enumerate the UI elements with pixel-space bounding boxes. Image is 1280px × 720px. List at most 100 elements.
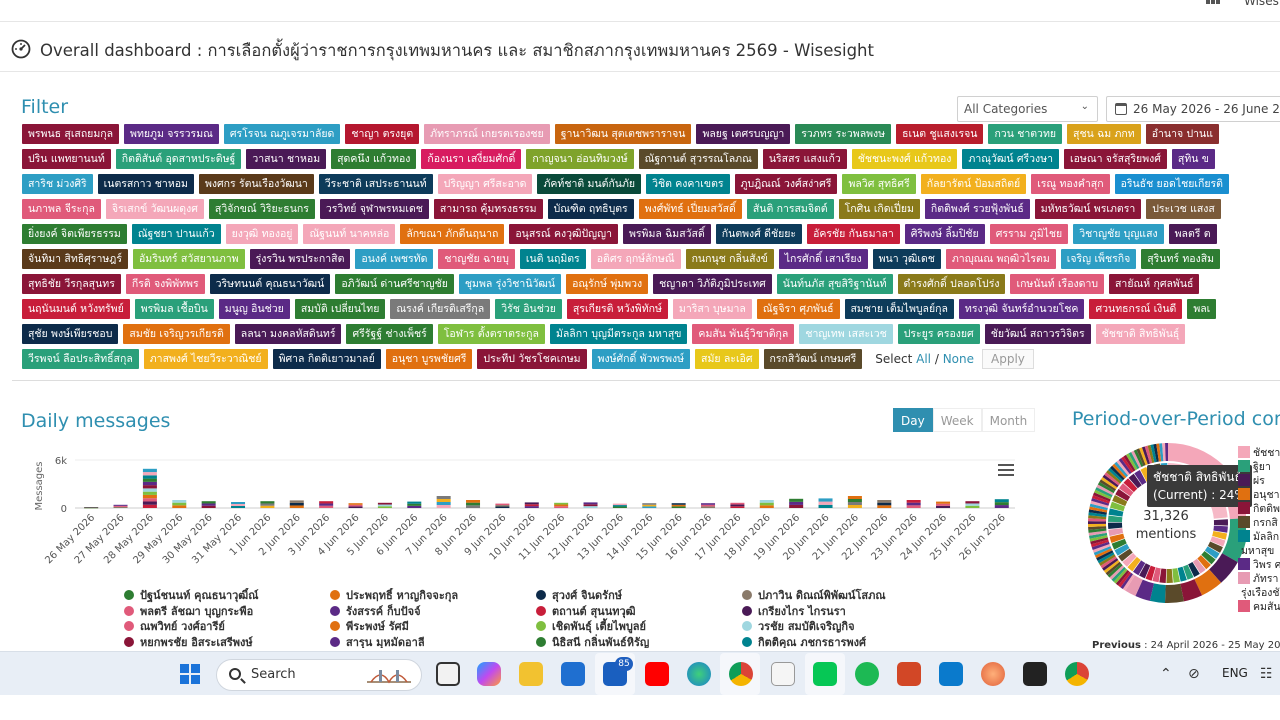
candidate-chip[interactable]: พรพิมล เชื้อบิน: [134, 299, 214, 319]
candidate-chip[interactable]: ปริญญา ศรีสะอาด: [437, 174, 533, 194]
donut-slice-previous[interactable]: [1128, 473, 1142, 489]
candidate-chip[interactable]: ทรงวุฒิ จันทร์อำนวยโชค: [958, 299, 1085, 319]
candidate-chip[interactable]: ฐานาวิฒน สุตเตชพราราจน: [554, 124, 692, 144]
donut-slice-previous[interactable]: [1210, 536, 1226, 547]
candidate-chip[interactable]: ชัชชาติ สิทธิพันธุ์: [1095, 324, 1186, 344]
donut-slice[interactable]: [1164, 583, 1184, 603]
candidate-chip[interactable]: อภิวัฒน์ ด่านศรีชาญชัย: [335, 274, 454, 294]
wifi-icon[interactable]: ☷: [1260, 666, 1273, 682]
donut-slice-previous[interactable]: [1118, 548, 1133, 562]
legend-item[interactable]: นิธิสนี กลิ่นพันธ์หิรัญ: [536, 635, 649, 648]
taskbar-search[interactable]: Search: [216, 659, 422, 691]
bar-stack[interactable]: [231, 502, 246, 508]
candidate-chip[interactable]: พนา วุฒิเดช: [872, 249, 941, 269]
candidate-chip[interactable]: สุวิจักขณ์ วิริยะธนกร: [208, 199, 315, 219]
candidate-chip[interactable]: กันตพงศ์ ดีชัยยะ: [715, 224, 803, 244]
donut-slice[interactable]: [1111, 566, 1126, 582]
donut-legend-item[interactable]: กรกสิ: [1238, 516, 1278, 530]
candidate-chip[interactable]: พทยภูม จรรวรมณ: [124, 124, 219, 144]
legend-item[interactable]: รังสรรค์ ก็บปัจจ์: [330, 604, 421, 620]
candidate-chip[interactable]: วริษทนนต์ คุณธนาวัฒน์: [209, 274, 331, 294]
candidate-chip[interactable]: จันทิมา สิทธิศุราษฎร์: [22, 249, 128, 269]
candidate-chip[interactable]: ณัฐจิรา ศุภพันธ์: [756, 299, 840, 319]
donut-slice-previous[interactable]: [1109, 533, 1125, 543]
donut-legend-item[interactable]: กิตติพ: [1238, 502, 1280, 516]
candidate-chip[interactable]: ชญาดา วิภัติภูมิประเทศ: [653, 274, 772, 294]
legend-item[interactable]: เชิดพันธุ์ เตี้ยไพบูลย์: [536, 619, 646, 635]
bar-stack[interactable]: [789, 498, 804, 508]
bar-stack[interactable]: [348, 503, 363, 508]
candidate-chip[interactable]: พงษ์ศักดิ์ พัวพรพงษ์: [591, 349, 691, 369]
donut-slice[interactable]: [1088, 518, 1107, 522]
candidate-chip[interactable]: พรพิมล ฉิมสวัสดิ์: [622, 224, 711, 244]
donut-slice[interactable]: [1222, 518, 1246, 563]
donut-slice[interactable]: [1099, 479, 1117, 492]
bar-stack[interactable]: [671, 503, 686, 508]
donut-slice-previous[interactable]: [1201, 550, 1216, 565]
donut-legend-item[interactable]: คมสัน: [1238, 600, 1280, 614]
donut-slice[interactable]: [1108, 467, 1124, 482]
candidate-chip[interactable]: ลลนา มงคลหัสดินทร์: [234, 324, 342, 344]
candidate-chip[interactable]: ศิริพงษ์ ลิ้มปิชัย: [904, 224, 985, 244]
bar-stack[interactable]: [84, 507, 99, 509]
candidate-chip[interactable]: สุทิน ข: [1171, 149, 1215, 169]
donut-slice[interactable]: [1100, 476, 1118, 490]
candidate-chip[interactable]: ชัชชนะพงศ์ แก้วทอง: [851, 149, 958, 169]
candidate-chip[interactable]: โอฬาร ตั้งตราตระกูล: [437, 324, 545, 344]
bar-stack[interactable]: [906, 500, 921, 508]
candidate-chip[interactable]: กีรติ จงพิพัทพร: [125, 274, 205, 294]
candidate-chip[interactable]: วีรพจน์ ลือประสิทธิ์สกุล: [22, 349, 139, 369]
candidate-chip[interactable]: พงศกร รัตนเรืองวัฒนา: [198, 174, 314, 194]
candidate-chip[interactable]: พลยฐ เตศรบญญา: [696, 124, 791, 144]
donut-slice-previous[interactable]: [1114, 543, 1130, 556]
candidate-chip[interactable]: ชุมพล รุ่งวิชานิวัฒน์: [458, 274, 562, 294]
donut-slice[interactable]: [1103, 559, 1120, 574]
donut-slice-previous[interactable]: [1123, 478, 1138, 493]
chrome-profile-icon[interactable]: [1065, 662, 1089, 686]
candidate-chip[interactable]: สุทธิชัย วีรกุลสุนทร: [22, 274, 121, 294]
donut-slice[interactable]: [1133, 449, 1144, 467]
donut-slice[interactable]: [1122, 574, 1135, 591]
candidate-chip[interactable]: สมชาย เต็มไพบูลย์กุล: [844, 299, 954, 319]
candidate-chip[interactable]: ไกรศักดิ์ เสาเรียง: [778, 249, 868, 269]
candidate-chip[interactable]: มาริสา บุษมาล: [672, 299, 752, 319]
donut-slice[interactable]: [1088, 523, 1107, 528]
bar-stack[interactable]: [759, 500, 774, 508]
candidate-chip[interactable]: วิชิต คงคาเขตร: [646, 174, 730, 194]
candidate-chip[interactable]: เจริญ เพ็ชรกิจ: [1060, 249, 1137, 269]
toggle-day[interactable]: Day: [893, 408, 933, 432]
candidate-chip[interactable]: กิตติสันต์ อุดสาหประดิษฐ์: [115, 149, 242, 169]
candidate-chip[interactable]: ธเนต ชูแสงเรจน: [896, 124, 984, 144]
copilot-icon[interactable]: [477, 662, 501, 686]
candidate-chip[interactable]: สมชัย เจริญวรเกียรติ: [123, 324, 230, 344]
donut-slice[interactable]: [1128, 451, 1140, 470]
donut-slice[interactable]: [1149, 583, 1166, 603]
candidate-chip[interactable]: อรินธัช ยอดไชยเกียรติ: [1114, 174, 1229, 194]
candidate-chip[interactable]: อัครชัย กันธมาลา: [807, 224, 900, 244]
donut-legend-item[interactable]: วิพร ศ: [1238, 558, 1280, 572]
candidate-chip[interactable]: ภาญุณณ พฤฒิวไรตม: [945, 249, 1056, 269]
candidate-chip[interactable]: ศวนทธกรณ์ เงินดี: [1089, 299, 1183, 319]
candidate-chip[interactable]: ณัฐชยา ปานแก้ว: [131, 224, 221, 244]
candidate-chip[interactable]: ศรโรจน ณภูเจรมาลัยด: [223, 124, 341, 144]
candidate-chip[interactable]: สายัณห์ กุศลพันธ์: [1109, 274, 1200, 294]
candidate-chip[interactable]: อัมรินทร์ สวัสยานภาพ: [132, 249, 245, 269]
candidate-chip[interactable]: สุรเกียรติ หวังพิทักษ์: [566, 299, 668, 319]
candidate-chip[interactable]: ประเวช แสงส: [1146, 199, 1221, 219]
donut-slice[interactable]: [1102, 558, 1119, 571]
candidate-chip[interactable]: อณุรักษ์ พุ่มพวง: [566, 274, 649, 294]
donut-slice[interactable]: [1098, 554, 1116, 566]
donut-slice[interactable]: [1159, 443, 1164, 462]
candidate-chip[interactable]: สมบัติ เปลี่ยนไทย: [294, 299, 386, 319]
chevron-up-icon[interactable]: ⌃: [1160, 666, 1172, 682]
candidate-chip[interactable]: วิชาญชัย บุญแสง: [1073, 224, 1164, 244]
donut-slice[interactable]: [1088, 509, 1107, 515]
bar-stack[interactable]: [583, 502, 598, 508]
donut-slice[interactable]: [1139, 447, 1148, 466]
donut-slice-previous[interactable]: [1133, 560, 1146, 576]
candidate-chip[interactable]: เรณู ทองคำสุก: [1031, 174, 1110, 194]
donut-slice-previous[interactable]: [1192, 558, 1206, 574]
donut-slice-previous[interactable]: [1139, 563, 1151, 579]
candidate-chip[interactable]: ภาสพงศ์ ไชยวีระวาณิชย์: [143, 349, 268, 369]
donut-slice-previous[interactable]: [1177, 566, 1187, 582]
